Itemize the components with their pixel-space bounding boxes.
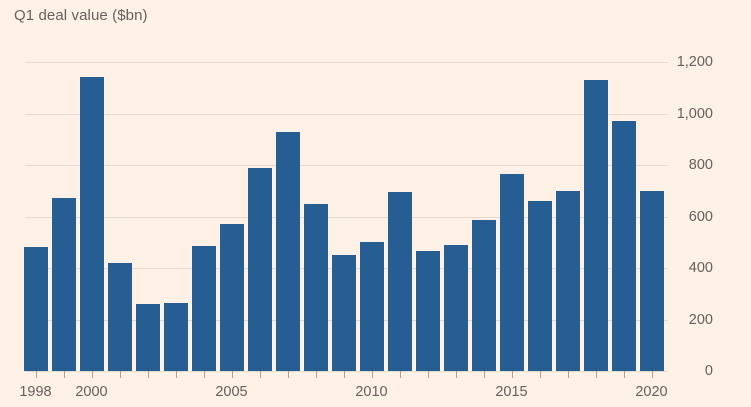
gridline xyxy=(25,371,668,372)
x-axis-tick xyxy=(652,371,653,378)
x-axis-tick xyxy=(512,371,513,378)
y-axis-label: 600 xyxy=(688,208,713,225)
x-axis-tick xyxy=(92,371,93,378)
x-axis-tick xyxy=(232,371,233,378)
x-axis-tick xyxy=(176,371,177,378)
y-axis-label: 400 xyxy=(688,260,713,276)
bar-2010 xyxy=(359,242,384,371)
x-axis-tick xyxy=(428,371,429,378)
x-axis-tick xyxy=(204,371,205,378)
bar-2005 xyxy=(219,224,244,371)
x-axis-tick xyxy=(372,371,373,378)
bar-2008 xyxy=(303,204,328,371)
gridline xyxy=(25,113,668,115)
bar-2019 xyxy=(611,121,636,371)
bar-2011 xyxy=(387,192,412,371)
x-axis-tick xyxy=(64,371,65,378)
x-axis-tick xyxy=(596,371,597,378)
bar-2006 xyxy=(247,168,272,371)
bar-2020 xyxy=(639,191,664,371)
bar-2003 xyxy=(163,303,188,371)
x-axis-tick xyxy=(344,371,345,378)
bar-2004 xyxy=(191,246,216,371)
x-axis-tick xyxy=(36,371,37,378)
x-axis-tick xyxy=(540,371,541,378)
y-axis-label: 1,000 xyxy=(676,105,713,122)
x-axis-label: 2020 xyxy=(635,384,668,400)
bar-2014 xyxy=(471,220,496,371)
bar-1999 xyxy=(51,198,76,371)
x-axis-tick xyxy=(624,371,625,378)
bar-2000 xyxy=(79,77,104,371)
x-axis-label: 2010 xyxy=(355,384,388,400)
bar-2009 xyxy=(331,255,356,371)
x-axis-tick xyxy=(400,371,401,378)
chart-title: Q1 deal value ($bn) xyxy=(14,7,148,24)
x-axis-tick xyxy=(260,371,261,378)
bar-2012 xyxy=(415,251,440,371)
x-axis-label: 2005 xyxy=(215,384,248,400)
gridline xyxy=(25,62,668,63)
y-axis-label: 0 xyxy=(704,363,713,379)
bar-2018 xyxy=(583,80,608,371)
x-axis-label: 2015 xyxy=(495,384,528,400)
x-axis-tick xyxy=(568,371,569,378)
y-axis-label: 1,200 xyxy=(676,54,713,70)
x-axis-tick xyxy=(120,371,121,378)
bar-2017 xyxy=(555,191,580,371)
x-axis-label: 2000 xyxy=(75,384,108,400)
bar-2016 xyxy=(527,201,552,371)
gridline xyxy=(25,165,668,166)
bar-2015 xyxy=(499,174,524,371)
x-axis-tick xyxy=(148,371,149,378)
bar-2001 xyxy=(107,263,132,371)
x-axis-tick xyxy=(484,371,485,378)
bar-1998 xyxy=(23,247,48,371)
y-axis-label: 800 xyxy=(688,157,713,173)
y-axis-label: 200 xyxy=(688,311,713,328)
bar-2007 xyxy=(275,132,300,371)
x-axis-label: 1998 xyxy=(19,384,52,400)
x-axis-tick xyxy=(316,371,317,378)
x-axis-tick xyxy=(456,371,457,378)
gridline xyxy=(25,216,668,218)
x-axis-tick xyxy=(288,371,289,378)
bar-2013 xyxy=(443,245,468,371)
bar-2002 xyxy=(135,304,160,371)
